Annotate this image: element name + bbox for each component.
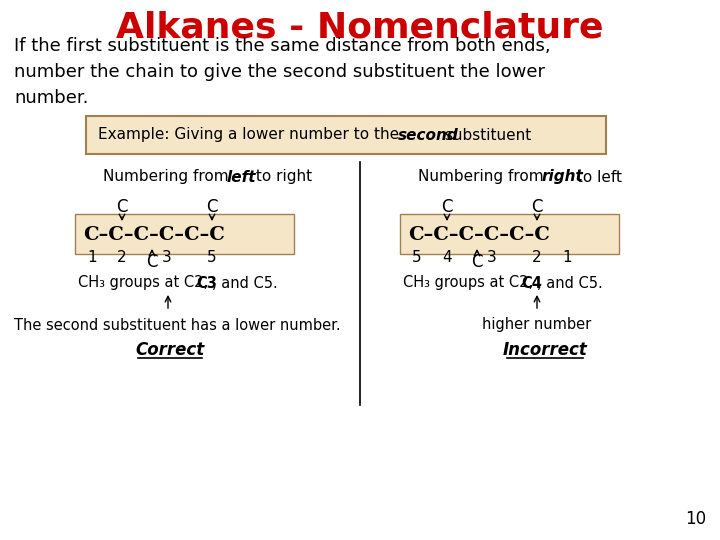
Text: Incorrect: Incorrect [503, 341, 588, 359]
Text: higher number: higher number [482, 318, 592, 333]
Text: left: left [227, 170, 256, 185]
Text: C: C [531, 198, 543, 216]
Text: 3: 3 [162, 249, 172, 265]
Text: 5: 5 [412, 249, 422, 265]
Text: C3: C3 [196, 275, 217, 291]
Text: C: C [441, 198, 453, 216]
Text: 5: 5 [207, 249, 217, 265]
Text: C4: C4 [521, 275, 542, 291]
FancyBboxPatch shape [75, 214, 294, 254]
Text: Correct: Correct [135, 341, 204, 359]
Text: C–C–C–C–C–C: C–C–C–C–C–C [83, 226, 225, 244]
Text: C: C [472, 253, 482, 271]
Text: If the first substituent is the same distance from both ends,
number the chain t: If the first substituent is the same dis… [14, 37, 551, 107]
Text: C: C [206, 198, 217, 216]
Text: 2: 2 [117, 249, 127, 265]
Text: 1: 1 [87, 249, 96, 265]
Text: Numbering from: Numbering from [103, 170, 233, 185]
Text: 1: 1 [562, 249, 572, 265]
Text: 4: 4 [442, 249, 452, 265]
Text: Numbering from: Numbering from [418, 170, 549, 185]
Text: 10: 10 [685, 510, 706, 528]
Text: C: C [146, 253, 158, 271]
Text: Example: Giving a lower number to the: Example: Giving a lower number to the [98, 127, 404, 143]
Text: second: second [398, 127, 459, 143]
Text: substituent: substituent [440, 127, 531, 143]
Text: 2: 2 [532, 249, 542, 265]
Text: to right: to right [251, 170, 312, 185]
Text: right: right [542, 170, 584, 185]
FancyBboxPatch shape [86, 116, 606, 154]
Text: 3: 3 [487, 249, 497, 265]
Text: Alkanes - Nomenclature: Alkanes - Nomenclature [116, 10, 604, 44]
Text: C: C [116, 198, 127, 216]
Text: CH₃ groups at C2,: CH₃ groups at C2, [78, 275, 212, 291]
Text: , and C5.: , and C5. [537, 275, 603, 291]
Text: , and C5.: , and C5. [212, 275, 278, 291]
Text: C–C–C–C–C–C: C–C–C–C–C–C [408, 226, 550, 244]
Text: CH₃ groups at C2,: CH₃ groups at C2, [403, 275, 538, 291]
Text: to left: to left [572, 170, 622, 185]
FancyBboxPatch shape [400, 214, 619, 254]
Text: The second substituent has a lower number.: The second substituent has a lower numbe… [14, 318, 341, 333]
